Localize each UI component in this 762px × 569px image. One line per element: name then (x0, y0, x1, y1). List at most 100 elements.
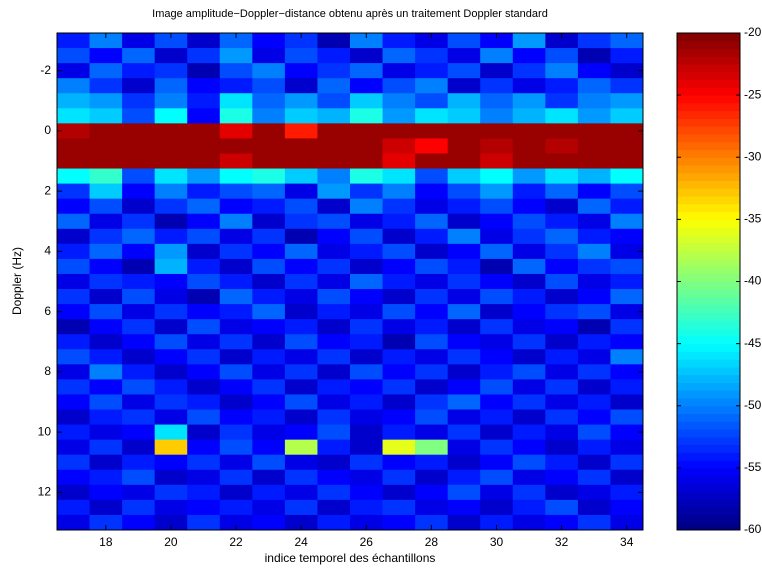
cell (317, 514, 351, 531)
cell (187, 63, 221, 79)
cell (480, 258, 514, 275)
cell (415, 394, 449, 410)
colorbar-segment (677, 390, 740, 399)
cell (57, 319, 90, 335)
cell (512, 168, 546, 185)
cell (317, 243, 351, 260)
cell (219, 153, 253, 169)
cell (350, 514, 383, 531)
cell (512, 334, 546, 350)
cell (219, 168, 253, 185)
cell (284, 48, 318, 64)
cell (545, 379, 579, 395)
plot-frame (56, 32, 644, 531)
cell (284, 454, 318, 471)
cell (317, 48, 351, 64)
cell (382, 153, 416, 169)
cell (577, 153, 611, 169)
cell (447, 379, 481, 395)
cell (89, 78, 123, 94)
cell (545, 424, 579, 441)
cell (350, 228, 383, 245)
colorbar-tick-label: -25 (744, 87, 762, 101)
cell (122, 379, 156, 395)
cell (350, 349, 383, 365)
cell (219, 454, 253, 471)
cell (317, 304, 351, 320)
cell (577, 484, 611, 501)
cell (610, 123, 644, 139)
cell (219, 499, 253, 516)
cell (252, 439, 286, 456)
colorbar-segment (677, 203, 740, 213)
cell (382, 514, 416, 531)
cell (350, 364, 383, 380)
colorbar-segment (677, 87, 740, 96)
cell (447, 514, 481, 531)
colorbar-segment (677, 258, 740, 267)
y-tick-label: 0 (44, 123, 51, 137)
cell (415, 484, 449, 501)
cell (317, 469, 351, 486)
cell (577, 409, 611, 425)
cell (122, 514, 156, 531)
cell (154, 33, 188, 49)
cell (577, 228, 611, 245)
cell (577, 289, 611, 305)
y-tick-label: -2 (40, 63, 51, 77)
cell (350, 394, 383, 410)
cell (57, 439, 90, 456)
cell (89, 514, 123, 531)
cell (577, 394, 611, 410)
cell (545, 198, 579, 215)
cell (89, 469, 123, 486)
cell (512, 138, 546, 154)
cell (122, 454, 156, 471)
cell (610, 138, 644, 154)
cell (317, 379, 351, 395)
cell (89, 273, 123, 290)
cell (57, 469, 90, 486)
cell (512, 484, 546, 501)
colorbar-segment (677, 304, 740, 314)
cell (382, 289, 416, 305)
cell (447, 153, 481, 169)
cell (512, 349, 546, 365)
colorbar-segment (677, 382, 740, 391)
cell (545, 364, 579, 380)
cell (610, 454, 644, 471)
cell (154, 289, 188, 305)
cell (154, 168, 188, 185)
cell (480, 198, 514, 215)
cell (252, 484, 286, 501)
cell (317, 273, 351, 290)
cell (252, 319, 286, 335)
cell (480, 243, 514, 260)
cell (512, 499, 546, 516)
cell (512, 289, 546, 305)
chart-title: Image amplitude−Doppler−distance obtenu … (152, 8, 548, 20)
cell (610, 78, 644, 94)
colorbar-segment (677, 33, 740, 42)
cell (154, 153, 188, 169)
colorbar-segment (677, 328, 740, 337)
cell (382, 33, 416, 49)
cell (122, 198, 156, 215)
cell (57, 228, 90, 245)
cell (415, 63, 449, 79)
cell (610, 439, 644, 456)
cell (317, 213, 351, 230)
cell (415, 153, 449, 169)
cell (415, 379, 449, 395)
cell (545, 484, 579, 501)
cell (317, 168, 351, 185)
cell (284, 499, 318, 516)
cell (252, 514, 286, 531)
cell (350, 469, 383, 486)
cell (317, 499, 351, 516)
x-tick-label: 34 (620, 535, 634, 549)
cell (154, 258, 188, 275)
cell (577, 63, 611, 79)
cell (512, 439, 546, 456)
cell (219, 394, 253, 410)
